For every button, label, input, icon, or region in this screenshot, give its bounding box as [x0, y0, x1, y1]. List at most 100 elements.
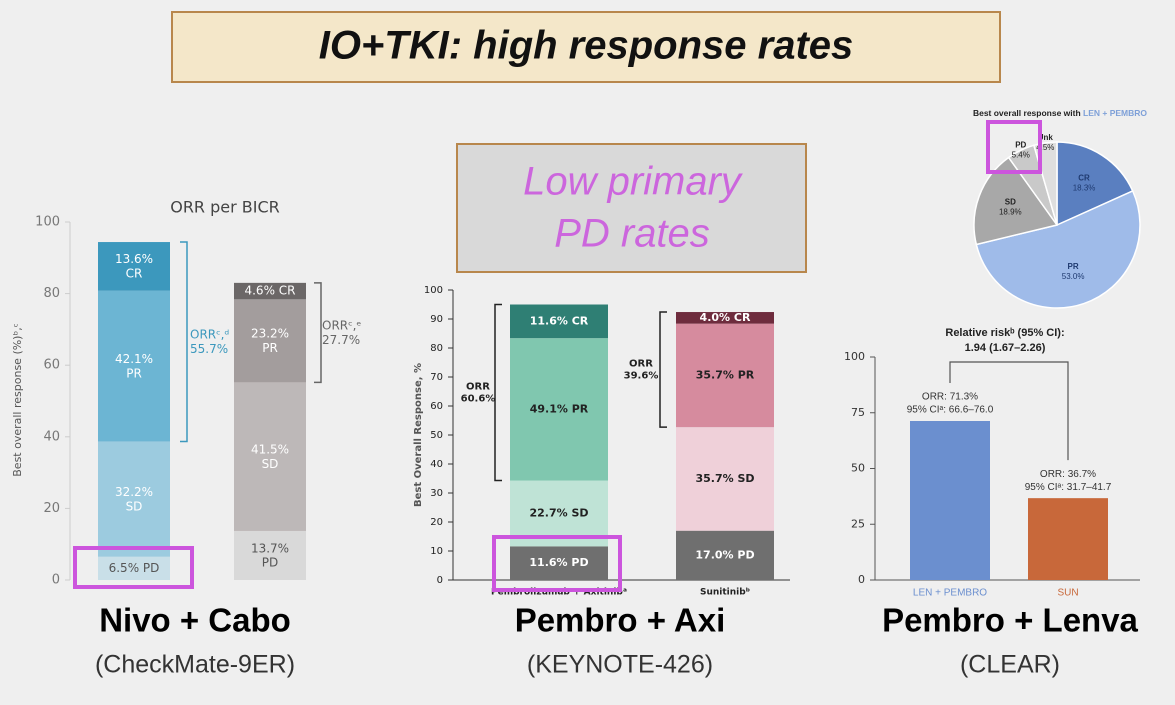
slice-name: CR: [1078, 173, 1090, 182]
y-tick-label: 100: [35, 215, 60, 230]
y-tick-label: 80: [430, 343, 443, 354]
y-axis-label: Best Overall Response, %: [413, 363, 424, 507]
chart-title-text: Best overall response with: [973, 108, 1081, 118]
data-label: ORR: 36.7%: [1040, 469, 1096, 480]
annotation: ORRᶜ,ᵉ 27.7%: [322, 318, 361, 346]
chart-title: Best overall response with LEN + PEMBRO: [973, 108, 1147, 118]
data-label: 4.5%: [1036, 143, 1054, 152]
title-box: [171, 11, 1001, 83]
ci-label: 95% CIᵃ: 31.7–41.7: [1025, 482, 1112, 493]
bracket: [180, 241, 188, 443]
y-tick-label: 0: [858, 573, 865, 586]
bar-segment: [676, 427, 774, 531]
highlight-box: [73, 546, 194, 589]
bar-segment: [234, 530, 306, 580]
data-label: ORR: 71.3%: [922, 392, 978, 403]
data-label: 22.7% SD: [529, 506, 588, 519]
x-tick-label: Pembrolizumab + Axitinibᵃ: [491, 588, 627, 598]
annotation: ORR 39.6%: [624, 359, 659, 382]
y-tick-label: 80: [43, 286, 60, 301]
data-label: 18.3%: [1073, 183, 1096, 192]
bracket: [659, 311, 667, 428]
callout-text: PD rates: [554, 212, 710, 256]
data-label: 53.0%: [1062, 272, 1085, 281]
data-label: 4.0% CR: [700, 311, 751, 324]
y-axis-label: Best overall response (%)ᵇ,ᶜ: [11, 323, 24, 477]
bar: [910, 421, 990, 580]
y-tick-label: 50: [430, 430, 443, 441]
y-tick-label: 50: [851, 462, 865, 475]
chart-title-highlight: LEN + PEMBRO: [1083, 108, 1147, 118]
caption: Pembro + Axi: [515, 602, 726, 639]
data-label: 42.1% PR: [115, 351, 153, 379]
y-tick-label: 20: [430, 517, 443, 528]
slice-name: PD: [1015, 140, 1026, 149]
y-tick-label: 90: [430, 314, 443, 325]
chart-title: ORR per BICR: [170, 198, 280, 217]
bar-segment: [510, 304, 608, 339]
data-label: 11.6% CR: [530, 314, 589, 327]
bracket: [314, 282, 322, 384]
pie-slice: [1056, 141, 1134, 227]
data-label: 4.6% CR: [244, 284, 295, 298]
caption: Nivo + Cabo: [99, 602, 291, 639]
bar-segment: [676, 312, 774, 324]
data-label: 35.7% SD: [695, 472, 754, 485]
bar-segment: [510, 546, 608, 580]
highlight-box: [492, 535, 622, 592]
x-tick-label: Sunitinibᵇ: [700, 588, 750, 598]
bar-segment: [676, 323, 774, 428]
y-tick-label: 40: [430, 459, 443, 470]
highlight-box: [986, 120, 1042, 174]
slice-name: Unk: [1038, 133, 1054, 142]
y-tick-label: 0: [437, 575, 443, 586]
data-label: 35.7% PR: [696, 368, 755, 381]
data-label: 18.9%: [999, 208, 1022, 217]
x-tick-label: SUN: [1057, 588, 1078, 599]
chart-title: 1.94 (1.67–2.26): [965, 342, 1046, 354]
y-tick-label: 75: [851, 406, 865, 419]
bracket: [949, 361, 1069, 461]
data-label: 32.2% SD: [115, 484, 153, 512]
y-tick-label: 0: [52, 573, 60, 588]
slice-name: PR: [1068, 262, 1079, 271]
bar-segment: [234, 382, 306, 531]
y-tick-label: 70: [430, 372, 443, 383]
ci-label: 95% CIᵃ: 66.6–76.0: [907, 405, 994, 416]
y-tick-label: 100: [424, 285, 443, 296]
data-label: 13.6% CR: [115, 252, 153, 280]
pie-slice: [975, 190, 1141, 309]
bar: [1028, 498, 1108, 580]
y-tick-label: 20: [43, 501, 60, 516]
caption-trial: (CLEAR): [960, 651, 1060, 679]
y-tick-label: 40: [43, 429, 60, 444]
data-label: 49.1% PR: [530, 402, 589, 415]
bar-segment: [234, 282, 306, 300]
bracket: [494, 303, 502, 482]
caption-trial: (CheckMate-9ER): [95, 651, 295, 679]
bar-segment: [98, 242, 170, 291]
chart-title: Relative riskᵇ (95% CI):: [945, 327, 1064, 339]
bar-segment: [234, 299, 306, 383]
slide-title: IO+TKI: high response rates: [319, 24, 854, 68]
x-tick-label: LEN + PEMBRO: [913, 588, 987, 599]
bar-segment: [98, 441, 170, 557]
callout-box: [456, 143, 807, 273]
bar-segment: [98, 290, 170, 442]
bar-segment: [98, 556, 170, 580]
data-label: 11.6% PD: [529, 556, 588, 569]
caption-trial: (KEYNOTE-426): [527, 651, 713, 679]
y-tick-label: 10: [430, 546, 443, 557]
slice-name: SD: [1005, 198, 1016, 207]
annotation: ORR 60.6%: [461, 382, 496, 405]
data-label: 17.0% PD: [695, 548, 754, 561]
data-label: 23.2% PR: [251, 326, 289, 354]
data-label: 13.7% PD: [251, 541, 289, 569]
y-tick-label: 25: [851, 517, 865, 530]
bar-segment: [510, 338, 608, 481]
y-tick-label: 60: [43, 358, 60, 373]
data-label: 6.5% PD: [109, 561, 160, 575]
data-label: 41.5% SD: [251, 442, 289, 470]
bar-segment: [676, 530, 774, 580]
